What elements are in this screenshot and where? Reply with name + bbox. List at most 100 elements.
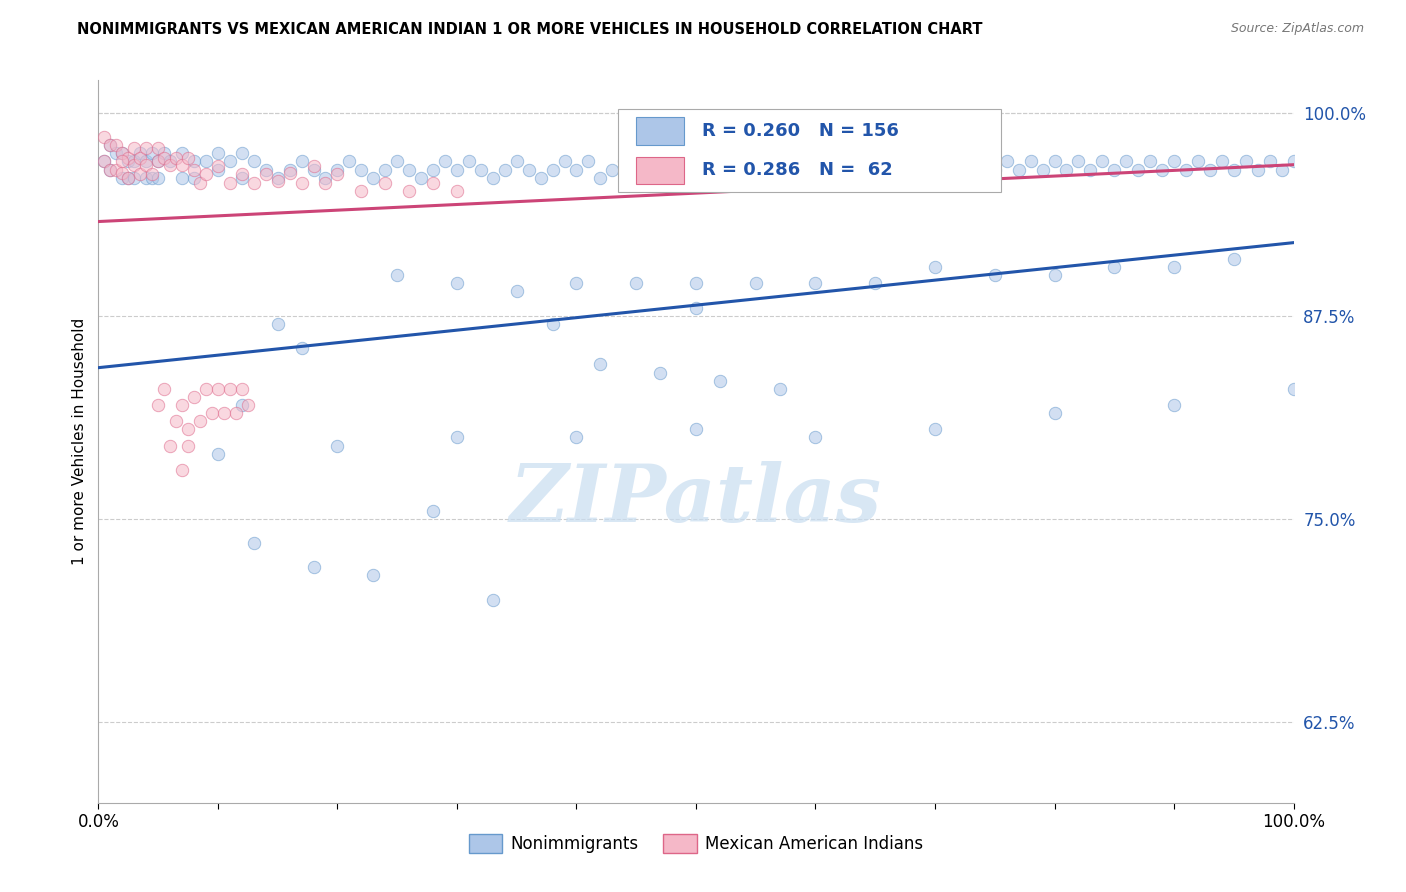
Point [93,130,115,145]
Point [446,430,468,444]
Point [494,162,516,177]
Point [530,170,553,185]
Point [93,154,115,169]
Point [385,268,409,282]
Point [124,141,146,155]
Point [254,168,277,182]
Point [804,277,827,291]
Point [111,146,134,161]
Point [554,154,576,169]
Point [129,151,152,165]
Point [1223,162,1246,177]
Point [135,158,157,172]
Point [165,151,187,165]
Point [1163,260,1185,274]
Point [972,154,994,169]
Point [565,162,588,177]
Point [804,430,827,444]
Point [828,154,851,169]
Point [278,166,301,180]
Point [350,162,373,177]
Point [924,260,946,274]
Text: ZIPatlas: ZIPatlas [510,460,882,538]
Point [291,176,314,190]
Point [589,170,612,185]
Text: NONIMMIGRANTS VS MEXICAN AMERICAN INDIAN 1 OR MORE VEHICLES IN HOUSEHOLD CORRELA: NONIMMIGRANTS VS MEXICAN AMERICAN INDIAN… [77,22,983,37]
Point [129,168,152,182]
Point [434,154,457,169]
Point [172,158,194,172]
Point [481,170,505,185]
Point [339,154,361,169]
Point [98,138,122,153]
Point [212,406,235,420]
Point [589,358,612,372]
Point [768,162,790,177]
Point [124,170,146,185]
Point [231,398,253,412]
Point [207,447,229,461]
Point [183,170,205,185]
Point [183,162,205,177]
Point [129,146,152,161]
Point [159,158,181,172]
Point [1163,154,1185,169]
Point [1271,162,1294,177]
Point [363,568,385,582]
Point [195,154,218,169]
Point [117,151,139,165]
Point [865,277,887,291]
Point [267,174,290,188]
Point [148,170,170,185]
Point [685,422,707,436]
Point [195,382,218,396]
Point [1056,162,1078,177]
Point [153,146,176,161]
Point [135,170,157,185]
Point [153,382,176,396]
Point [626,162,648,177]
Point [1019,154,1042,169]
Point [1282,154,1305,169]
Point [207,382,229,396]
Text: R = 0.286   N =  62: R = 0.286 N = 62 [702,161,893,179]
Point [995,154,1018,169]
Point [865,154,887,169]
Point [98,138,122,153]
Point [852,154,875,169]
Point [1152,162,1174,177]
Point [446,277,468,291]
Point [1067,154,1090,169]
Point [697,162,720,177]
Point [793,162,815,177]
Point [315,170,337,185]
Point [291,154,314,169]
Point [1043,154,1066,169]
Point [768,382,790,396]
Point [291,341,314,355]
Point [111,154,134,169]
Point [1080,162,1102,177]
Y-axis label: 1 or more Vehicles in Household: 1 or more Vehicles in Household [72,318,87,566]
Point [960,162,983,177]
Point [709,374,731,388]
Point [876,154,898,169]
Point [148,154,170,169]
Point [302,560,325,574]
Point [231,146,253,161]
Point [207,159,229,173]
Point [177,422,200,436]
Point [709,154,731,169]
Point [685,301,707,315]
Point [602,162,624,177]
Point [1032,162,1054,177]
Point [1128,162,1150,177]
Point [231,382,253,396]
Point [267,317,290,331]
Point [207,162,229,177]
Point [374,176,396,190]
Point [105,162,128,177]
Point [446,184,468,198]
Text: R = 0.260   N = 156: R = 0.260 N = 156 [702,122,898,140]
Point [231,168,253,182]
